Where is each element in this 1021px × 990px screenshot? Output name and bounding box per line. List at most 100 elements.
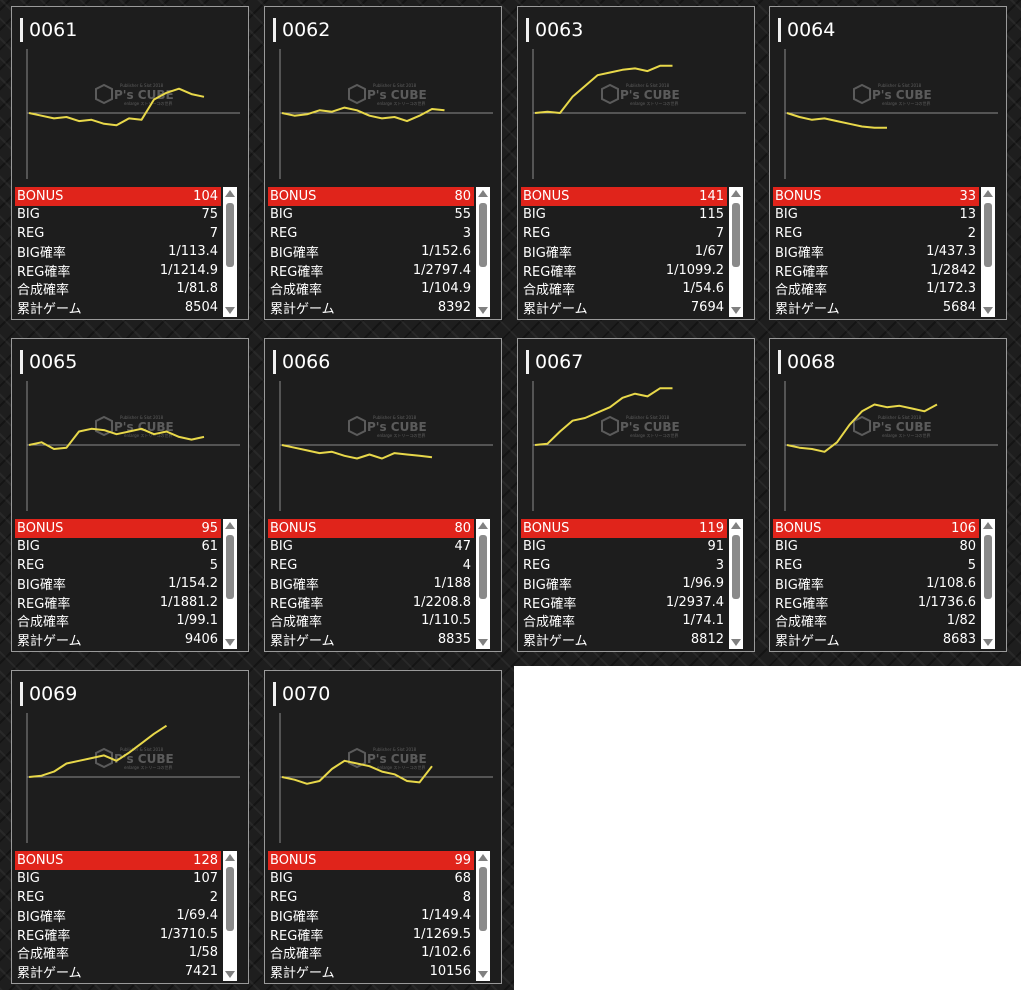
stat-label: 累計ゲーム (17, 301, 82, 317)
scrollbar[interactable] (223, 519, 237, 649)
bonus-row: BONUS 99 (268, 851, 474, 870)
header-bar (20, 18, 23, 42)
watermark-brand: P's CUBE (872, 420, 932, 434)
stat-value: 1/2208.8 (412, 594, 471, 610)
scroll-down-icon[interactable] (731, 639, 741, 646)
payout-line (281, 106, 445, 123)
machine-panel-0064[interactable]: 0064 Publisher & Slot 2018 P's CUBE enlarge… (769, 6, 1007, 320)
scroll-up-icon[interactable] (225, 190, 235, 197)
machine-panel-0061[interactable]: 0061 Publisher & Slot 2018 P's CUBE enlarge… (11, 6, 249, 320)
cube-icon (348, 415, 366, 437)
scrollbar[interactable] (729, 519, 743, 649)
stat-row: REG 2 (773, 224, 979, 243)
stat-row: 累計ゲーム 8835 (268, 630, 474, 649)
scroll-down-icon[interactable] (731, 307, 741, 314)
scrollbar[interactable] (476, 187, 490, 317)
payout-line (786, 112, 887, 129)
machine-panel-0066[interactable]: 0066 Publisher & Slot 2018 P's CUBE enlarge… (264, 338, 502, 652)
stat-label: 累計ゲーム (17, 633, 82, 649)
scroll-up-icon[interactable] (731, 190, 741, 197)
stat-value: 13 (959, 207, 976, 223)
machine-panel-0069[interactable]: 0069 Publisher & Slot 2018 P's CUBE enlarge… (11, 670, 249, 984)
scroll-thumb[interactable] (984, 203, 992, 267)
scroll-down-icon[interactable] (225, 971, 235, 978)
scroll-up-icon[interactable] (731, 522, 741, 529)
scrollbar[interactable] (223, 187, 237, 317)
stat-value: 107 (193, 871, 218, 887)
stat-value: 1/1214.9 (159, 262, 218, 278)
stat-row: REG確率 1/3710.5 (15, 925, 221, 944)
stat-value: 1/1099.2 (665, 262, 724, 278)
machine-number: 0065 (29, 351, 78, 373)
scrollbar[interactable] (981, 187, 995, 317)
scroll-up-icon[interactable] (983, 522, 993, 529)
scroll-up-icon[interactable] (983, 190, 993, 197)
stat-label: 合成確率 (523, 283, 576, 299)
stat-value: 1/102.6 (421, 945, 471, 961)
scroll-down-icon[interactable] (478, 971, 488, 978)
header-bar (273, 682, 276, 706)
stats-table: BONUS 106 BIG 80 REG 5 BIG確率 1/108.6 REG確率 1/1736… (773, 519, 979, 649)
watermark-bottom: enlarge ストリーコの世界 (124, 764, 172, 770)
scroll-up-icon[interactable] (478, 854, 488, 861)
machine-number: 0069 (29, 683, 78, 705)
scrollbar[interactable] (223, 851, 237, 981)
scrollbar[interactable] (476, 519, 490, 649)
scroll-up-icon[interactable] (225, 522, 235, 529)
stat-label: 累計ゲーム (270, 965, 335, 981)
scroll-thumb[interactable] (479, 535, 487, 599)
stat-value: 1/74.1 (682, 613, 724, 629)
scroll-down-icon[interactable] (478, 639, 488, 646)
machine-panel-0068[interactable]: 0068 Publisher & Slot 2018 P's CUBE enlarge… (769, 338, 1007, 652)
stat-row: 累計ゲーム 8812 (521, 630, 727, 649)
scrollbar[interactable] (981, 519, 995, 649)
scroll-thumb[interactable] (732, 203, 740, 267)
scroll-thumb[interactable] (732, 535, 740, 599)
stat-value: 8392 (437, 299, 471, 315)
scroll-down-icon[interactable] (225, 307, 235, 314)
scroll-thumb[interactable] (226, 867, 234, 931)
scroll-thumb[interactable] (226, 535, 234, 599)
stat-value: 1/2797.4 (412, 262, 471, 278)
stat-value: 1/82 (946, 613, 976, 629)
scroll-thumb[interactable] (479, 203, 487, 267)
scroll-thumb[interactable] (226, 203, 234, 267)
machine-panel-0070[interactable]: 0070 Publisher & Slot 2018 P's CUBE enlarge… (264, 670, 502, 984)
stat-label: BIG (523, 207, 546, 223)
scroll-thumb[interactable] (984, 535, 992, 599)
scroll-down-icon[interactable] (983, 639, 993, 646)
machine-panel-0062[interactable]: 0062 Publisher & Slot 2018 P's CUBE enlarge… (264, 6, 502, 320)
stat-value: 47 (454, 539, 471, 555)
stat-value: 9406 (184, 631, 218, 647)
stat-value: 33 (959, 188, 976, 204)
stat-row: REG確率 1/2842 (773, 261, 979, 280)
machine-panel-0065[interactable]: 0065 Publisher & Slot 2018 P's CUBE enlarge… (11, 338, 249, 652)
scroll-thumb[interactable] (479, 867, 487, 931)
machine-number: 0067 (535, 351, 584, 373)
stat-row: BIG確率 1/67 (521, 243, 727, 261)
watermark-brand: P's CUBE (620, 88, 680, 102)
scrollbar[interactable] (476, 851, 490, 981)
stat-value: 1/81.8 (176, 281, 218, 297)
scroll-up-icon[interactable] (478, 190, 488, 197)
scroll-up-icon[interactable] (225, 854, 235, 861)
stat-label: REG確率 (775, 264, 829, 280)
stat-label: BIG (17, 539, 40, 555)
scroll-down-icon[interactable] (478, 307, 488, 314)
watermark-brand: P's CUBE (872, 88, 932, 102)
stat-row: BIG 68 (268, 870, 474, 889)
panel-header: 0067 (526, 349, 583, 375)
stat-label: REG (17, 889, 45, 905)
stat-row: BIG 13 (773, 206, 979, 225)
stat-label: REG確率 (17, 596, 71, 612)
scroll-down-icon[interactable] (225, 639, 235, 646)
machine-panel-0063[interactable]: 0063 Publisher & Slot 2018 P's CUBE enlarge… (517, 6, 755, 320)
scrollbar[interactable] (729, 187, 743, 317)
scroll-down-icon[interactable] (983, 307, 993, 314)
scroll-up-icon[interactable] (478, 522, 488, 529)
machine-panel-0067[interactable]: 0067 Publisher & Slot 2018 P's CUBE enlarge… (517, 338, 755, 652)
